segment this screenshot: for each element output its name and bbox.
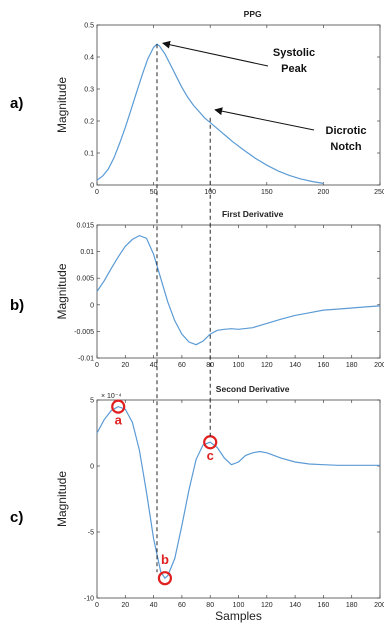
series-line: [96, 405, 380, 580]
x-axis-label: Samples: [215, 609, 262, 623]
y-tick-label: 0.5: [84, 23, 94, 30]
x-tick-label: 180: [346, 602, 358, 609]
point-label-a: a: [115, 413, 123, 428]
y-tick-label: 0: [90, 302, 94, 309]
x-tick-label: 100: [233, 362, 245, 369]
x-tick-label: 100: [204, 189, 216, 196]
point-label-c: c: [207, 448, 214, 463]
y-exponent-label: × 10⁻⁴: [101, 393, 122, 400]
guide-lines: [156, 44, 211, 573]
x-tick-label: 250: [374, 189, 384, 196]
x-tick-label: 120: [261, 362, 273, 369]
panel-title: First Derivative: [222, 209, 284, 219]
point-marker-a: [111, 399, 126, 414]
y-tick-label: 0.4: [84, 55, 94, 62]
x-tick-label: 60: [178, 602, 186, 609]
x-tick-label: 200: [374, 602, 384, 609]
y-tick-label: 0.1: [84, 151, 94, 158]
x-tick-label: 200: [318, 189, 330, 196]
x-tick-label: 140: [289, 362, 301, 369]
plot-frame: [96, 399, 381, 599]
point-label-b: b: [161, 552, 169, 567]
y-tick-label: 0.015: [76, 223, 94, 230]
series-line: [96, 43, 324, 184]
y-tick-label: 0.3: [84, 87, 94, 94]
y-tick-label: 0: [90, 183, 94, 190]
x-tick-label: 0: [95, 602, 99, 609]
x-tick-label: 40: [150, 602, 158, 609]
x-tick-label: 160: [318, 362, 330, 369]
x-tick-label: 200: [374, 362, 384, 369]
panel-title: Second Derivative: [216, 384, 290, 394]
y-tick-label: -5: [88, 530, 94, 537]
y-tick-label: 0.01: [80, 249, 94, 256]
y-axis-label: Magnitude: [55, 263, 69, 319]
x-tick-label: 160: [318, 602, 330, 609]
y-tick-label: -10: [84, 596, 94, 603]
x-tick-label: 0: [95, 189, 99, 196]
y-tick-label: 0: [90, 464, 94, 471]
series-line: [96, 234, 381, 346]
x-tick-label: 100: [233, 602, 245, 609]
x-tick-label: 120: [261, 602, 273, 609]
y-tick-label: -0.005: [74, 329, 94, 336]
x-tick-label: 40: [150, 362, 158, 369]
systolic-peak-label: Systolic Peak: [273, 47, 315, 75]
y-axis-label: Magnitude: [55, 471, 69, 527]
x-tick-label: 0: [95, 362, 99, 369]
second-derivative-panel: 0 20 40 60 80 100 120 140 160 180 200 -10 -5 0 5 Second…: [10, 384, 384, 623]
plot-frame: [96, 224, 381, 359]
x-tick-label: 50: [150, 189, 158, 196]
x-tick-label: 180: [346, 362, 358, 369]
y-tick-label: 5: [90, 398, 94, 405]
x-tick-label: 20: [121, 602, 129, 609]
y-tick-label: -0.01: [78, 356, 94, 363]
notch-arrow: [214, 107, 315, 131]
annotations: Systolic Peak Dicrotic Notch: [162, 40, 367, 153]
panel-label: a): [10, 95, 23, 112]
x-tick-label: 140: [289, 602, 301, 609]
dicrotic-notch-label: Dicrotic Notch: [326, 125, 367, 153]
x-tick-label: 80: [206, 602, 214, 609]
first-derivative-panel: 020406080100120140160180200-0.01-0.00500…: [10, 209, 384, 369]
x-tick-label: 20: [121, 362, 129, 369]
panel-title: PPG: [244, 9, 262, 19]
y-tick-label: 0.2: [84, 119, 94, 126]
x-tick-label: 60: [178, 362, 186, 369]
point-marker-b: [157, 571, 173, 586]
y-tick-label: 0.005: [76, 276, 94, 283]
x-tick-label: 150: [261, 189, 273, 196]
panel-label: c): [10, 509, 23, 526]
systolic-arrow: [162, 40, 269, 67]
y-axis-label: Magnitude: [55, 77, 69, 133]
ppg-panel: 0 50 100 150 200 250 0 0.1 0.2 0.3 0.4 0.5 PPG Magnit…: [10, 9, 384, 196]
panel-label: b): [10, 297, 24, 314]
plot-frame: [96, 24, 381, 186]
